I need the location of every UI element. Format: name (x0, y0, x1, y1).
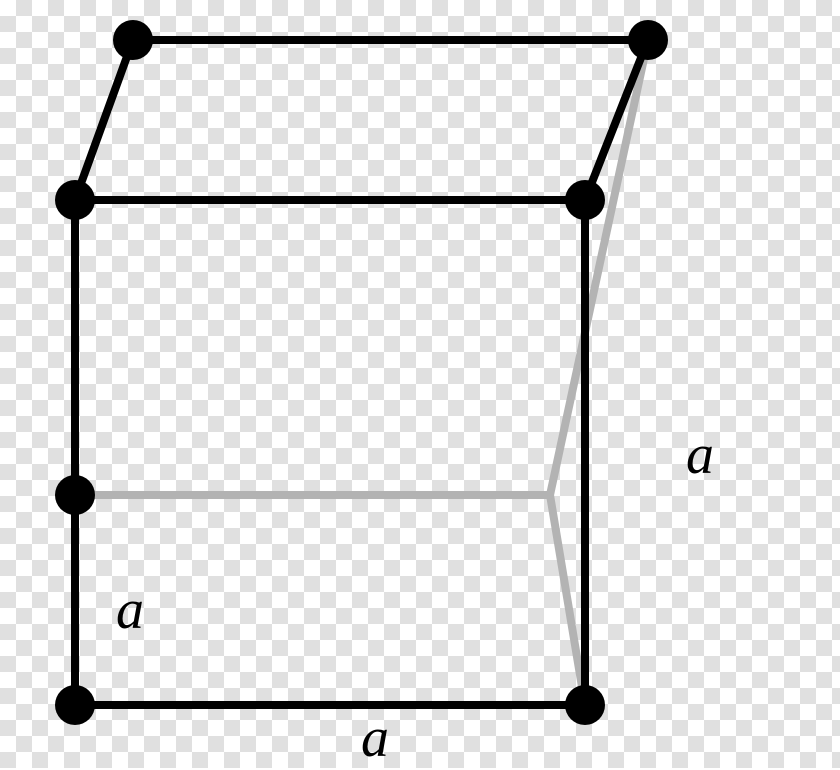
edge-front (75, 40, 133, 200)
cube-svg (0, 0, 840, 768)
vertex (565, 180, 605, 220)
edges-back (75, 40, 648, 705)
vertex (55, 475, 95, 515)
cube-diagram: a a a (0, 0, 840, 768)
vertex (55, 685, 95, 725)
vertex (113, 20, 153, 60)
vertex (628, 20, 668, 60)
vertex (565, 685, 605, 725)
edge-back (550, 495, 585, 705)
edge-label: a (361, 706, 389, 770)
vertex (55, 180, 95, 220)
edge-back (550, 40, 648, 495)
edges-front (75, 40, 648, 705)
edge-label: a (116, 578, 144, 642)
edge-label: a (686, 423, 714, 487)
